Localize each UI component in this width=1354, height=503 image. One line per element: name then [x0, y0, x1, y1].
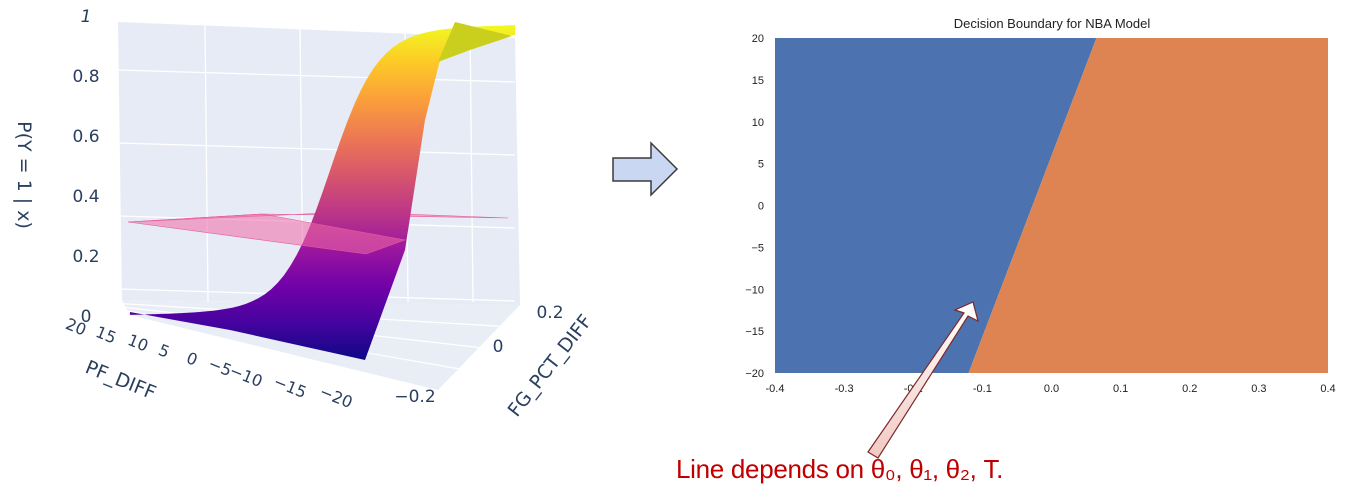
y-tick-label: 10	[752, 117, 764, 129]
pf-tick-label: 5	[156, 340, 173, 361]
sigmoid-surface	[130, 25, 515, 360]
y-tick-label: 15	[752, 75, 764, 87]
x-tick-label: 0.0	[1044, 383, 1059, 395]
pf-tick-label: −20	[317, 382, 355, 412]
x-tick-label: 0.2	[1182, 383, 1197, 395]
x-tick-label: -0.1	[973, 383, 992, 395]
x-tick-label: -0.4	[766, 383, 785, 395]
region-class-1	[968, 38, 1328, 373]
fg-tick-label: 0.2	[536, 303, 563, 323]
z-tick-label: 0	[81, 307, 92, 327]
boundary-annotation: Line depends on θ₀, θ₁, θ₂, T.	[676, 454, 1004, 484]
z-axis-ticks: 0 0.2 0.4 0.6 0.8 1	[72, 7, 99, 327]
y-axis-ticks: 20 15 10 5 0 −5 −10 −15 −20	[745, 33, 764, 380]
y-tick-label: 5	[758, 159, 764, 171]
probability-surface-chart: 00.20.40.60.81 20 15 10 5 0 −5−10 −15 −20 0.20−…	[13, 7, 597, 421]
z-tick-label: 0.8	[72, 67, 99, 87]
fg-tick-label: −0.2	[394, 387, 435, 407]
y-tick-label: −10	[745, 284, 764, 296]
y-tick-label: −15	[745, 326, 764, 338]
z-tick-label: 0.2	[72, 247, 99, 267]
x-tick-label: 0.4	[1320, 383, 1335, 395]
fg-tick-label: 0	[493, 337, 504, 357]
pf-tick-label: 10	[125, 330, 151, 355]
decision-boundary-chart: Decision Boundary for NBA Model -0.4 -0.3…	[745, 16, 1335, 395]
y-tick-label: −20	[745, 368, 764, 380]
z-axis-label: P(Y = 1 | x)	[13, 121, 35, 229]
pf-tick-label: 0	[184, 348, 201, 369]
y-tick-label: 0	[758, 201, 764, 213]
x-tick-label: 0.3	[1251, 383, 1266, 395]
fg-axis-label: FG_PCT_DIFF	[504, 311, 597, 422]
z-tick-label: 1	[81, 7, 92, 27]
pf-tick-label: −10	[227, 361, 265, 391]
surface-top-edge	[438, 22, 512, 62]
pf-tick-label: −15	[271, 372, 309, 402]
pf-tick-label: 15	[93, 322, 119, 347]
transition-arrow-icon	[612, 141, 679, 197]
x-tick-label: 0.1	[1113, 383, 1128, 395]
threshold-plane-near	[127, 213, 407, 255]
z-tick-label: 0.6	[72, 127, 99, 147]
pf-axis-label: PF_DIFF	[82, 356, 159, 404]
x-axis-ticks: -0.4-0.3-0.2-0.10.00.10.20.30.4	[766, 383, 1336, 395]
z-tick-label: 0.4	[72, 187, 99, 207]
region-class-0	[775, 38, 1097, 373]
x-tick-label: -0.3	[835, 383, 854, 395]
chart-title: Decision Boundary for NBA Model	[954, 16, 1151, 31]
fg-axis-ticks: 0.2 0 −0.2	[394, 303, 563, 407]
y-tick-label: −5	[751, 242, 764, 254]
pointer-arrow-icon	[867, 301, 979, 459]
y-tick-label: 20	[752, 33, 764, 45]
